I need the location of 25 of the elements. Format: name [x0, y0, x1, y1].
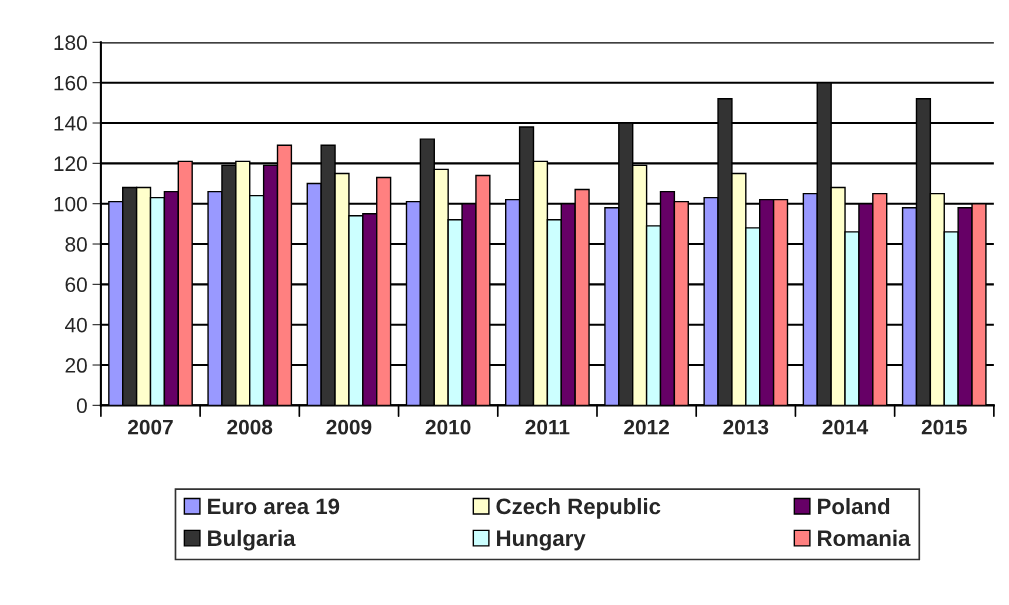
x-tick-label: 2010: [425, 419, 471, 435]
legend-label: Czech Republic: [496, 497, 661, 519]
x-tick-label: 2009: [326, 419, 372, 435]
y-tick-label: 140: [54, 116, 87, 131]
y-tick-label: 80: [65, 237, 87, 252]
y-tick-label: 180: [54, 35, 87, 51]
x-tick-label: 2015: [921, 419, 967, 435]
y-tick-label: 160: [54, 75, 87, 91]
x-tick-label: 2008: [227, 419, 273, 435]
y-tick-label: 20: [65, 358, 87, 373]
y-tick-label: 40: [65, 317, 87, 333]
legend-label: Romania: [818, 529, 911, 547]
legend-label: Euro area 19: [208, 498, 340, 515]
y-tick-label: 60: [65, 277, 87, 293]
x-tick-label: 2014: [822, 419, 869, 435]
y-tick-label: 120: [54, 156, 87, 172]
legend-label: Hungary: [497, 530, 586, 551]
legend-label: Bulgaria: [208, 529, 296, 551]
legend-label: Poland: [818, 497, 890, 515]
x-tick-label: 2007: [128, 419, 173, 435]
x-tick-label: 2011: [525, 419, 570, 435]
y-tick-label: 100: [54, 196, 87, 212]
y-tick-label: 0: [76, 398, 87, 414]
x-tick-label: 2012: [624, 419, 669, 435]
x-tick-label: 2013: [723, 419, 769, 435]
